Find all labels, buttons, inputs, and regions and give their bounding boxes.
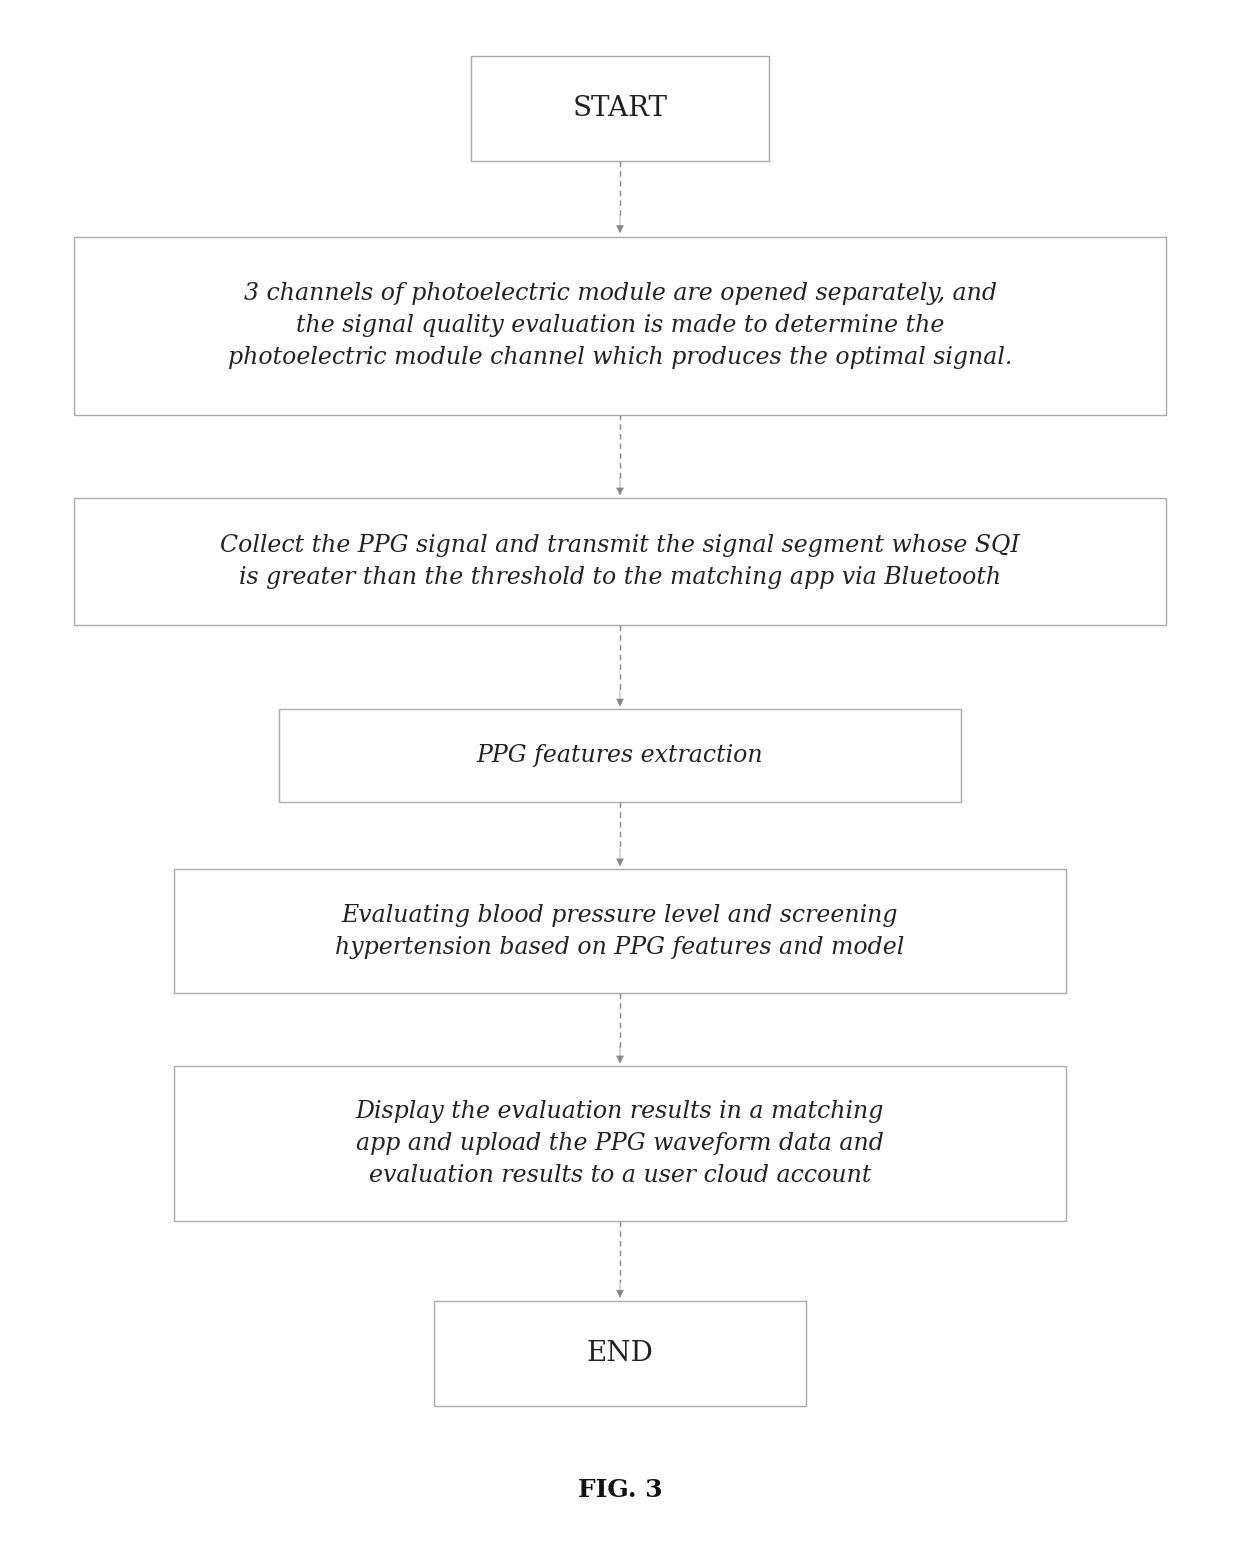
Text: Collect the PPG signal and transmit the signal segment whose SQI
is greater than: Collect the PPG signal and transmit the … xyxy=(221,534,1019,590)
FancyBboxPatch shape xyxy=(174,869,1066,993)
Text: 3 channels of photoelectric module are opened separately, and
the signal quality: 3 channels of photoelectric module are o… xyxy=(228,282,1012,369)
Text: END: END xyxy=(587,1339,653,1367)
Text: PPG features extraction: PPG features extraction xyxy=(476,745,764,767)
FancyBboxPatch shape xyxy=(471,56,769,161)
FancyBboxPatch shape xyxy=(279,709,961,802)
FancyBboxPatch shape xyxy=(434,1301,806,1406)
Text: START: START xyxy=(573,95,667,123)
FancyBboxPatch shape xyxy=(174,1066,1066,1221)
Text: FIG. 3: FIG. 3 xyxy=(578,1478,662,1502)
Text: Display the evaluation results in a matching
app and upload the PPG waveform dat: Display the evaluation results in a matc… xyxy=(356,1100,884,1187)
FancyBboxPatch shape xyxy=(74,498,1166,625)
Text: Evaluating blood pressure level and screening
hypertension based on PPG features: Evaluating blood pressure level and scre… xyxy=(335,903,905,959)
FancyBboxPatch shape xyxy=(74,237,1166,414)
